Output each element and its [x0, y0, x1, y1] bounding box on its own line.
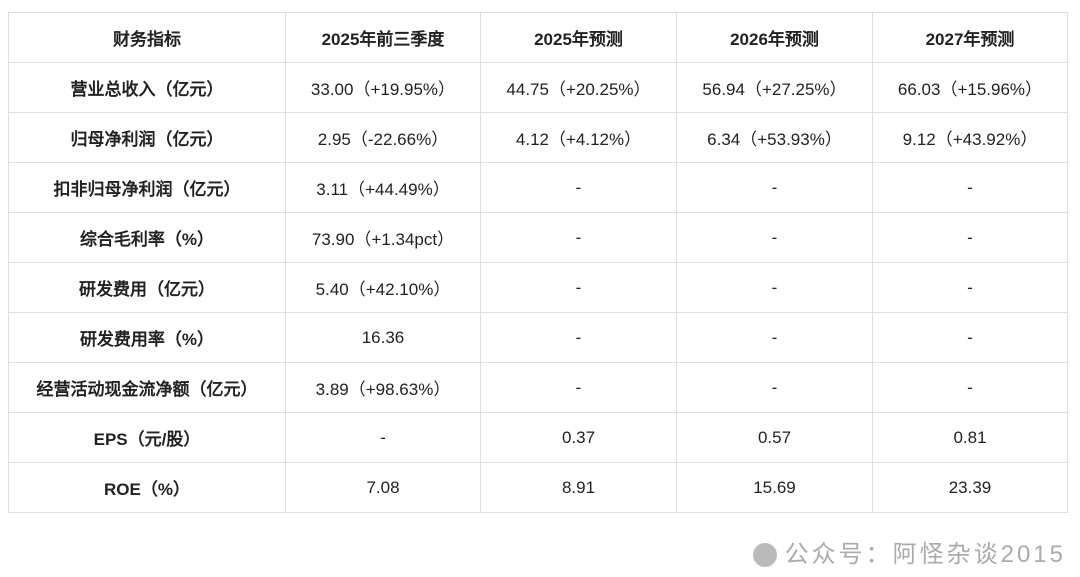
table-row: 归母净利润（亿元） 2.95（-22.66%） 4.12（+4.12%） 6.34（+…: [8, 112, 1068, 163]
table-cell: 0.57: [676, 412, 873, 463]
row-label: 研发费用率（%）: [8, 312, 286, 363]
table-cell: -: [480, 162, 677, 213]
table-cell: -: [480, 362, 677, 413]
row-label: 研发费用（亿元）: [8, 262, 286, 313]
table-cell: 33.00（+19.95%）: [285, 62, 481, 113]
table-cell: 56.94（+27.25%）: [676, 62, 873, 113]
watermark: 公众号：阿怪杂谈2015: [752, 540, 1066, 570]
watermark-text: 公众号：阿怪杂谈2015: [784, 541, 1066, 568]
table-cell: 2.95（-22.66%）: [285, 112, 481, 163]
table-cell: -: [872, 212, 1068, 263]
table-row: EPS（元/股） -0.37 0.57 0.81: [8, 412, 1068, 463]
table-row: ROE（%） 7.08 8.91 15.69 23.39: [8, 462, 1068, 513]
table-cell: 44.75（+20.25%）: [480, 62, 677, 113]
table-cell: 6.34（+53.93%）: [676, 112, 873, 163]
table-cell: -: [285, 412, 481, 463]
table-cell: 73.90（+1.34pct）: [285, 212, 481, 263]
table-cell: -: [676, 262, 873, 313]
row-label: ROE（%）: [8, 462, 286, 513]
row-label: 扣非归母净利润（亿元）: [8, 162, 286, 213]
table-cell: -: [872, 162, 1068, 213]
table-cell: 23.39: [872, 462, 1068, 513]
table-cell: 66.03（+15.96%）: [872, 62, 1068, 113]
financial-table: 财务指标 2025年前三季度 2025年预测 2026年预测 2027年预测 营业总收入（…: [8, 12, 1068, 513]
table-cell: 7.08: [285, 462, 481, 513]
table-row: 扣非归母净利润（亿元） 3.11（+44.49%） - - -: [8, 162, 1068, 213]
table-cell: -: [872, 312, 1068, 363]
table-cell: 4.12（+4.12%）: [480, 112, 677, 163]
table-cell: 5.40（+42.10%）: [285, 262, 481, 313]
column-header: 2026年预测: [676, 12, 873, 63]
table-cell: 0.81: [872, 412, 1068, 463]
table-row: 经营活动现金流净额（亿元） 3.89（+98.63%） - - -: [8, 362, 1068, 413]
table-row: 研发费用率（%） 16.36- - -: [8, 312, 1068, 363]
table-row: 研发费用（亿元） 5.40（+42.10%） - - -: [8, 262, 1068, 313]
column-header: 财务指标: [8, 12, 286, 63]
column-header: 2025年预测: [480, 12, 677, 63]
table-cell: 16.36: [285, 312, 481, 363]
table-cell: 15.69: [676, 462, 873, 513]
table-cell: -: [676, 212, 873, 263]
row-label: 营业总收入（亿元）: [8, 62, 286, 113]
table-cell: 8.91: [480, 462, 677, 513]
row-label: 归母净利润（亿元）: [8, 112, 286, 163]
table-cell: -: [676, 312, 873, 363]
row-label: 经营活动现金流净额（亿元）: [8, 362, 286, 413]
table-cell: -: [676, 162, 873, 213]
table-cell: -: [676, 362, 873, 413]
table-cell: 3.89（+98.63%）: [285, 362, 481, 413]
wechat-icon: [752, 543, 777, 567]
table-cell: -: [480, 262, 677, 313]
table-cell: -: [872, 362, 1068, 413]
table-cell: -: [480, 212, 677, 263]
table-cell: 9.12（+43.92%）: [872, 112, 1068, 163]
row-label: 综合毛利率（%）: [8, 212, 286, 263]
table-cell: -: [480, 312, 677, 363]
column-header: 2027年预测: [872, 12, 1068, 63]
table-cell: 3.11（+44.49%）: [285, 162, 481, 213]
column-header: 2025年前三季度: [285, 12, 481, 63]
table-row: 营业总收入（亿元） 33.00（+19.95%） 44.75（+20.25%） 56.…: [8, 62, 1068, 113]
table-row: 综合毛利率（%） 73.90（+1.34pct） - - -: [8, 212, 1068, 263]
table-cell: 0.37: [480, 412, 677, 463]
row-label: EPS（元/股）: [8, 412, 286, 463]
table-cell: -: [872, 262, 1068, 313]
header-row: 财务指标 2025年前三季度 2025年预测 2026年预测 2027年预测: [8, 12, 1068, 63]
